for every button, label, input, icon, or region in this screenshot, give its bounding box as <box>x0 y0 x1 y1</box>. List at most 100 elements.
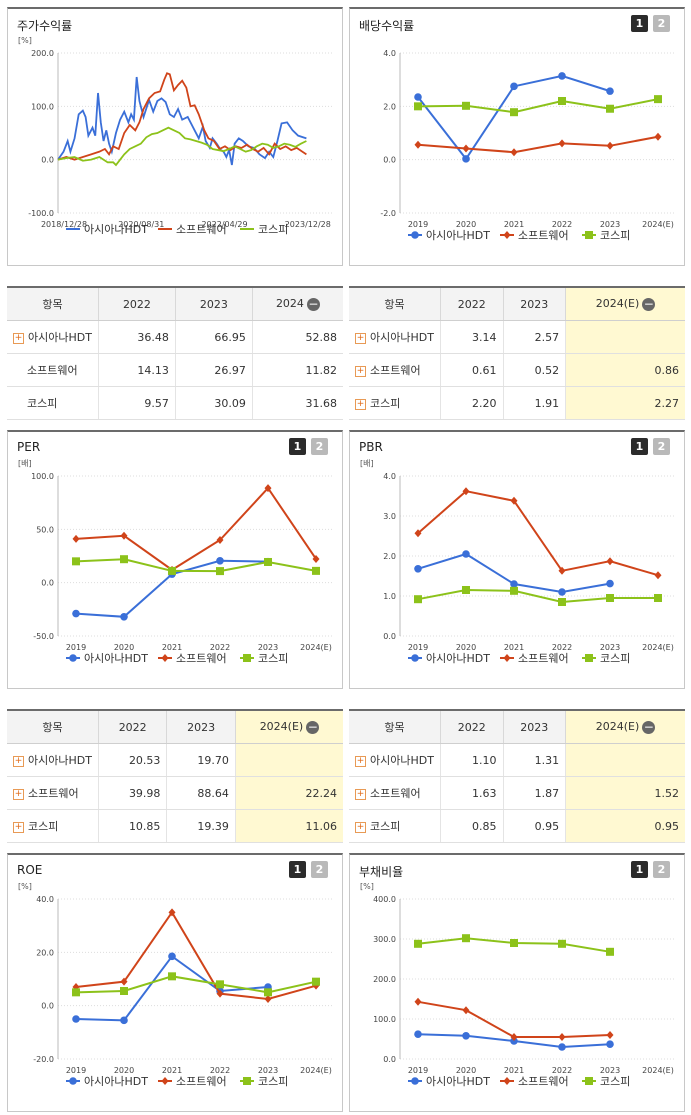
toggle-button-1[interactable]: 1 <box>631 438 648 455</box>
collapse-icon[interactable]: − <box>306 719 320 734</box>
data-point <box>510 82 518 91</box>
table-cell: 0.95 <box>502 809 566 843</box>
data-point <box>216 989 224 998</box>
data-point <box>510 148 518 157</box>
x-tick-label: 2023/12/28 <box>285 220 331 229</box>
data-point <box>120 531 128 540</box>
table-cell: 1.91 <box>502 386 566 420</box>
data-point <box>462 934 470 943</box>
y-tick-label: -50.0 <box>33 632 54 641</box>
legend-label: 코스피 <box>600 1075 630 1088</box>
data-point <box>510 580 518 588</box>
data-point <box>72 1015 80 1023</box>
table-cell: 0.86 <box>565 353 685 387</box>
x-tick-label: 2019 <box>408 220 428 229</box>
data-point <box>462 550 470 558</box>
panel-title: PER <box>17 440 41 454</box>
collapse-icon[interactable]: − <box>642 296 656 311</box>
legend-label: 아시아나HDT <box>426 652 490 665</box>
expand-icon[interactable]: + <box>355 398 366 410</box>
data-point <box>72 988 80 997</box>
y-tick-label: -20.0 <box>33 1055 54 1064</box>
expand-icon[interactable]: + <box>355 365 366 377</box>
table-cell: 1.63 <box>439 776 504 810</box>
data-point <box>264 988 272 997</box>
expand-icon[interactable]: + <box>355 332 366 344</box>
table-row: + 아시아나HDT 1.10 1.31 <box>349 743 685 777</box>
panel-title: PBR <box>359 440 383 454</box>
toggle-button-2[interactable]: 2 <box>653 861 670 878</box>
table-row: 코스피 9.57 30.09 31.68 <box>7 386 343 420</box>
y-axis-unit: [배] <box>360 459 374 468</box>
table-row: + 소프트웨어 1.63 1.87 1.52 <box>349 776 685 810</box>
data-point <box>264 557 272 566</box>
toggle-button-1[interactable]: 1 <box>631 861 648 878</box>
data-point <box>510 108 518 117</box>
data-point <box>243 654 251 662</box>
table-cell: 2.27 <box>565 386 685 420</box>
toggle-button-1[interactable]: 1 <box>631 15 648 32</box>
y-tick-label: 2.0 <box>383 102 396 111</box>
collapse-icon[interactable]: − <box>306 296 320 311</box>
row-label: + 코스피 <box>349 386 441 420</box>
x-tick-label: 2020/08/31 <box>118 220 164 229</box>
table-header: 2022 <box>439 710 504 744</box>
pbr-chart: [배] 0.0 1.0 2.0 3.0 4.0 2019 2020 2021 2022 2023 20… <box>360 459 676 665</box>
y-axis-unit: [%] <box>360 882 374 891</box>
y-tick-label: 4.0 <box>383 472 396 481</box>
table-cell: 36.48 <box>97 320 176 354</box>
data-point <box>654 132 662 141</box>
table-cell: 0.61 <box>439 353 504 387</box>
data-point <box>411 1077 419 1085</box>
collapse-icon[interactable]: − <box>642 719 656 734</box>
x-tick-label: 2020 <box>114 1066 134 1075</box>
data-point <box>414 140 422 149</box>
y-tick-label: 0.0 <box>383 1055 396 1064</box>
table-row: + 소프트웨어 39.98 88.64 22.24 <box>7 776 343 810</box>
data-point <box>216 567 224 576</box>
table-cell: 26.97 <box>174 353 253 387</box>
toggle-button-1[interactable]: 1 <box>289 861 306 878</box>
panel-title: 부채비율 <box>359 865 404 879</box>
panel-title: 배당수익률 <box>359 19 415 33</box>
y-tick-label: 0.0 <box>41 1002 54 1011</box>
expand-icon[interactable]: + <box>13 332 24 344</box>
legend-label: 소프트웨어 <box>518 652 569 665</box>
data-point <box>462 586 470 594</box>
y-tick-label: 0.0 <box>41 579 54 588</box>
data-point <box>120 977 128 986</box>
data-point <box>510 1033 518 1041</box>
data-point <box>243 1077 251 1085</box>
expand-icon[interactable]: + <box>355 821 366 833</box>
table-cell: 22.24 <box>234 776 343 810</box>
debt-ratio-chart: [%] 0.0 100.0 200.0 300.0 400.0 2019 2020 2021 20… <box>360 882 676 1088</box>
data-point <box>606 579 614 588</box>
toggle-button-2[interactable]: 2 <box>311 861 328 878</box>
toggle-button-2[interactable]: 2 <box>653 15 670 32</box>
table-row: + 코스피 10.85 19.39 11.06 <box>7 809 343 843</box>
table-cell: 88.64 <box>166 776 236 810</box>
table-header: 항목 <box>349 287 441 321</box>
data-point <box>654 571 662 580</box>
table-header: 2023 <box>166 710 236 744</box>
table-row: + 아시아나HDT 3.14 2.57 <box>349 320 685 354</box>
x-tick-label: 2020 <box>456 220 476 229</box>
legend-label: 코스피 <box>258 223 288 236</box>
row-label: + 아시아나HDT <box>7 320 99 354</box>
expand-icon[interactable]: + <box>13 788 24 800</box>
toggle-button-2[interactable]: 2 <box>311 438 328 455</box>
expand-icon[interactable]: + <box>13 821 24 833</box>
toggle-button-2[interactable]: 2 <box>653 438 670 455</box>
legend-label: 코스피 <box>600 229 630 242</box>
per-table: 항목 2022 2023 2024(E) − + 아시아나HDT 20.53 19.70 + 소프트… <box>7 709 343 843</box>
data-point <box>216 980 224 989</box>
data-point <box>168 952 176 961</box>
price-return-chart: [%] -100.0 0.0 100.0 200.0 2018/12/28 2020/08/… <box>18 36 334 236</box>
row-label: + 아시아나HDT <box>7 743 99 777</box>
data-point <box>120 1016 128 1025</box>
expand-icon[interactable]: + <box>13 755 24 767</box>
y-tick-label: 100.0 <box>373 1015 396 1024</box>
expand-icon[interactable]: + <box>355 755 366 767</box>
toggle-button-1[interactable]: 1 <box>289 438 306 455</box>
expand-icon[interactable]: + <box>355 788 366 800</box>
